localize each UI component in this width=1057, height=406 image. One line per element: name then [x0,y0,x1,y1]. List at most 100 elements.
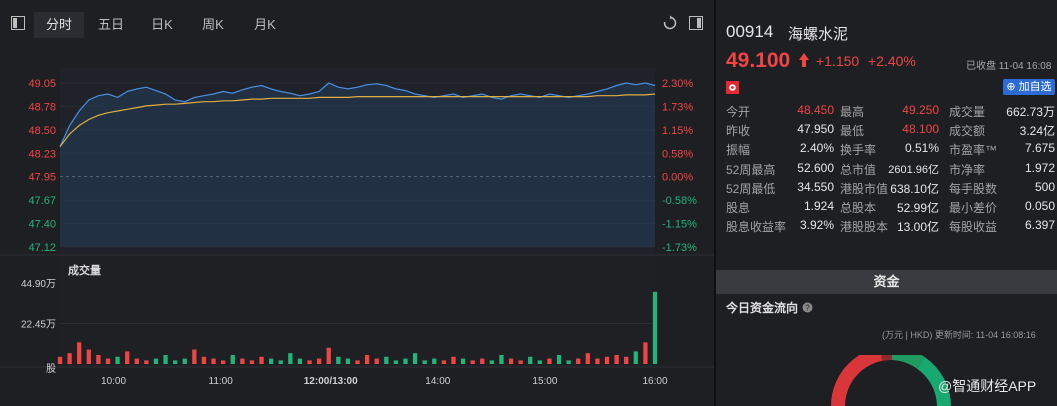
quote-label: 昨收 [726,124,751,139]
volume-bar [585,353,590,364]
volume-bar [182,358,187,364]
quote-value: 7.675 [1024,141,1055,156]
volume-bar [422,360,427,364]
quote-label: 52周最高 [726,162,776,177]
add-watchlist-label: 加自选 [1018,81,1052,93]
quote-value: 13.00亿 [896,220,939,235]
chart-panel: 分时 五日 日K 周K 月K 49.05 2.30% 48.78 1.73% 48.50… [0,0,714,387]
volume-bar [643,342,648,364]
tab-daily-k[interactable]: 日K [151,17,173,32]
quote-value: 47.950 [797,122,834,137]
quote-label: 52周最低 [726,181,776,196]
volume-bar [297,358,303,364]
volume-tick-label: 44.90万 [21,279,56,290]
quote-label: 总股本 [840,201,877,215]
volume-bar [211,358,216,364]
volume-bar [441,360,446,364]
price-tick-label: 48.78 [28,101,56,113]
volume-bar [307,360,312,364]
volume-bar [278,360,283,364]
volume-bar [604,356,610,364]
volume-bar [432,358,437,364]
volume-bar [480,358,485,364]
quote-value: 48.100 [902,122,939,137]
capital-flow-donut [831,355,951,406]
tab-intraday[interactable]: 分时 [34,12,84,38]
time-tick-label: 12:00/13:00 [304,376,358,387]
quote-value: 2601.96亿 [888,163,939,176]
quote-label: 每股收益 [949,220,998,235]
volume-bar [336,356,341,364]
quote-label: 成交额 [949,124,986,139]
volume-bar [249,360,255,364]
quote-label: 最低 [840,124,865,139]
refresh-icon[interactable] [662,15,678,31]
volume-bar [403,358,408,364]
stock-name: 海螺水泥 [788,26,849,43]
quote-label: 股息 [726,201,751,215]
price-tick-label: 48.23 [28,148,56,160]
pct-tick-label: 2.30% [662,78,693,90]
volume-bar [192,349,197,364]
price-tick-label: 47.40 [28,219,56,231]
quote-value: 52.600 [797,160,834,175]
pct-tick-label: 1.73% [662,101,693,113]
volume-bar [77,342,82,364]
pct-tick-label: 0.58% [662,148,693,160]
volume-tick-label: 股 [46,363,56,375]
stock-code: 00914 [726,22,774,41]
price-tick-label: 49.05 [28,78,56,90]
quote-panel: 00914 海螺水泥 49.100 +1.150 +2.40% 已收盘 11-0… [716,0,1057,406]
quote-label: 换手率 [840,143,877,158]
volume-bar [115,356,120,364]
market-status: 已收盘 11-04 16:08 [966,61,1052,72]
tab-weekly-k[interactable]: 周K [202,17,224,32]
volume-bar [412,353,418,364]
price-change: +1.150 [816,53,860,69]
sidebar-toggle-icon[interactable] [10,15,26,31]
volume-bar [134,358,139,364]
price-tick-label: 47.95 [28,172,56,184]
expand-icon[interactable] [688,15,704,31]
volume-bar [595,358,600,364]
volume-bar [163,354,168,364]
volume-bar [230,354,235,364]
volume-chart-area [60,255,655,367]
quote-value: 1.972 [1024,160,1055,175]
volume-bar [86,349,91,364]
capital-unit-note: (万元 | HKD) 更新时间: 11-04 16:08:16 [882,330,1036,340]
tab-monthly-k[interactable]: 月K [254,17,276,32]
volume-bar [345,358,351,364]
quote-label: 最高 [840,105,865,119]
volume-bar [269,358,274,364]
quote-label: 最小差价 [949,201,998,215]
quote-label: 今开 [726,105,751,119]
intraday-chart: 49.05 2.30% 48.78 1.73% 48.50 1.15% 48.23 0.58%… [0,78,714,387]
volume-bar [556,354,562,364]
quote-value: 49.250 [902,103,939,117]
volume-bar [566,360,571,364]
pct-tick-label: -0.58% [662,195,697,207]
add-watchlist-button[interactable]: ⊕ 加自选 [1003,79,1055,95]
chart-tab-bar: 分时 五日 日K 周K 月K [0,0,714,38]
tab-five-day[interactable]: 五日 [97,17,124,32]
time-tick-label: 11:00 [209,376,234,387]
capital-section-header[interactable]: 资金 [716,270,1057,294]
price-line [59,82,656,147]
price-change-pct: +2.40% [868,53,916,69]
volume-bar [499,354,504,364]
pct-tick-label: -1.73% [662,242,697,254]
pct-tick-label: 1.15% [662,125,693,137]
quote-value: 1.924 [803,199,834,213]
volume-bar [316,358,322,364]
quote-value: 662.73万 [1006,105,1055,119]
price-area [60,83,655,247]
quote-label: 振幅 [726,143,751,158]
volume-bar [547,358,552,364]
average-line [59,93,656,148]
time-tick-label: 14:00 [425,376,450,387]
quote-value: 52.99亿 [896,201,939,215]
info-icon[interactable]: ? [802,300,813,318]
volume-bar [633,351,638,364]
volume-title: 成交量 [68,265,101,277]
